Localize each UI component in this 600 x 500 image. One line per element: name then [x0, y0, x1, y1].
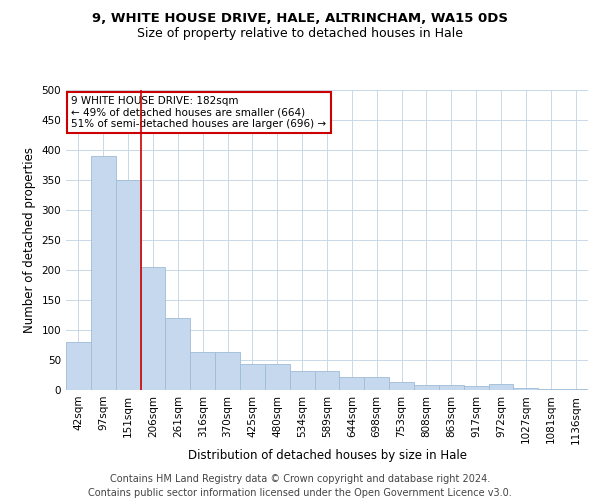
- Bar: [439, 385, 464, 390]
- Text: Contains HM Land Registry data © Crown copyright and database right 2024.
Contai: Contains HM Land Registry data © Crown c…: [88, 474, 512, 498]
- Bar: [464, 386, 488, 390]
- Text: 9, WHITE HOUSE DRIVE, HALE, ALTRINCHAM, WA15 0DS: 9, WHITE HOUSE DRIVE, HALE, ALTRINCHAM, …: [92, 12, 508, 26]
- Bar: [340, 377, 364, 390]
- Bar: [488, 384, 514, 390]
- Bar: [414, 385, 439, 390]
- Bar: [389, 382, 414, 390]
- Y-axis label: Number of detached properties: Number of detached properties: [23, 147, 36, 333]
- Bar: [140, 267, 166, 390]
- Bar: [364, 377, 389, 390]
- Bar: [116, 180, 140, 390]
- Bar: [514, 388, 538, 390]
- Bar: [314, 371, 340, 390]
- Bar: [290, 371, 314, 390]
- Bar: [240, 364, 265, 390]
- Bar: [215, 352, 240, 390]
- Bar: [91, 156, 116, 390]
- Text: Size of property relative to detached houses in Hale: Size of property relative to detached ho…: [137, 28, 463, 40]
- Bar: [166, 318, 190, 390]
- Bar: [538, 389, 563, 390]
- Bar: [265, 364, 290, 390]
- Text: 9 WHITE HOUSE DRIVE: 182sqm
← 49% of detached houses are smaller (664)
51% of se: 9 WHITE HOUSE DRIVE: 182sqm ← 49% of det…: [71, 96, 326, 129]
- Bar: [190, 352, 215, 390]
- Bar: [66, 342, 91, 390]
- X-axis label: Distribution of detached houses by size in Hale: Distribution of detached houses by size …: [187, 449, 467, 462]
